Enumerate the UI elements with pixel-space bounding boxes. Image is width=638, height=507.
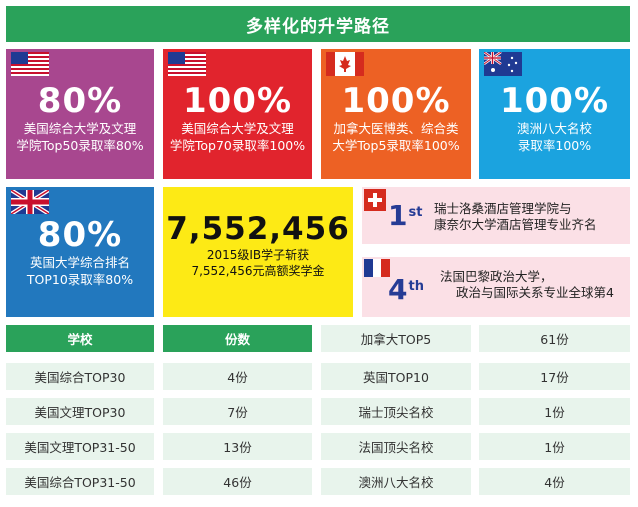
table-cell-school: 美国文理TOP30 [6,398,154,425]
table-cell-school: 美国综合TOP31-50 [6,468,154,495]
stat-card-us-100: 100% 美国综合大学及文理 学院Top70录取率100% [163,49,312,179]
table-cell-count: 1份 [479,433,630,460]
rank-number: 4 [388,273,408,306]
table-cell-count: 17份 [479,363,630,390]
table-cell-count: 4份 [163,363,312,390]
ranking-line1: 瑞士洛桑酒店管理学院与 [434,201,572,216]
table-cell-count: 61份 [479,325,630,352]
ranking-line2: 政治与国际关系专业全球第4 [456,285,614,300]
france-flag-icon [364,259,390,277]
stat-line1: 澳洲八大名校 [516,121,592,136]
table-cell-count: 46份 [163,468,312,495]
australia-flag-icon [484,52,522,76]
table-cell-count: 13份 [163,433,312,460]
ranking-line1: 法国巴黎政治大学， [440,269,553,284]
stat-card-us-80: 80% 美国综合大学及文理 学院Top50录取率80% [6,49,154,179]
table-cell-school: 瑞士顶尖名校 [321,398,471,425]
stat-card-uk: 80% 英国大学综合排名 TOP10录取率80% [6,187,154,317]
table-header-count: 份数 [163,325,312,352]
stat-value: 100% [341,81,451,121]
scholarship-line2: 7,552,456元高额奖学金 [191,264,325,278]
rank-label: 4th [388,275,424,305]
us-flag-icon [11,52,49,76]
rank-suffix: st [408,205,423,220]
rank-number: 1 [388,199,408,232]
page-banner: 多样化的升学路径 [6,6,630,42]
banner-title: 多样化的升学路径 [246,16,390,37]
table-cell-school: 英国TOP10 [321,363,471,390]
table-cell-school: 澳洲八大名校 [321,468,471,495]
table-header-school: 学校 [6,325,154,352]
stat-value: 100% [182,81,293,121]
scholarship-card: 7,552,456 2015级IB学子斩获 7,552,456元高额奖学金 [163,187,353,317]
stat-line2: 学院Top70录取率100% [169,138,306,153]
scholarship-value: 7,552,456 [166,211,350,247]
us-flag-icon [168,52,206,76]
stat-line1: 美国综合大学及文理 [181,121,294,136]
ranking-line2: 康奈尔大学酒店管理专业齐名 [434,217,597,232]
stat-value: 80% [37,215,123,255]
stat-value: 80% [37,81,123,121]
switzerland-flag-icon [364,189,386,211]
rank-label: 1st [388,201,422,231]
table-cell-school: 美国综合TOP30 [6,363,154,390]
stat-line2: 大学Top5录取率100% [332,138,460,153]
ranking-panel-switzerland: 1st 瑞士洛桑酒店管理学院与 康奈尔大学酒店管理专业齐名 [362,187,630,244]
ranking-text: 法国巴黎政治大学， 政治与国际关系专业全球第4 [440,269,614,301]
table-cell-school: 加拿大TOP5 [321,325,471,352]
stat-line1: 英国大学综合排名 [29,255,130,270]
stat-line2: 录取率100% [517,138,592,153]
table-cell-count: 4份 [479,468,630,495]
uk-flag-icon [11,190,49,214]
stat-card-canada: 100% 加拿大医博类、综合类 大学Top5录取率100% [321,49,471,179]
table-cell-count: 1份 [479,398,630,425]
stat-line2: 学院Top50录取率80% [16,138,144,153]
ranking-panel-france: 4th 法国巴黎政治大学， 政治与国际关系专业全球第4 [362,257,630,317]
ranking-text: 瑞士洛桑酒店管理学院与 康奈尔大学酒店管理专业齐名 [434,201,597,233]
table-cell-count: 7份 [163,398,312,425]
stat-card-australia: 100% 澳洲八大名校 录取率100% [479,49,630,179]
stat-line1: 美国综合大学及文理 [23,121,137,136]
rank-suffix: th [408,279,424,294]
scholarship-line1: 2015级IB学子斩获 [206,248,310,262]
stat-line1: 加拿大医博类、综合类 [333,121,459,136]
table-cell-school: 美国文理TOP31-50 [6,433,154,460]
stat-value: 100% [499,81,610,121]
canada-flag-icon [326,52,364,76]
stat-line2: TOP10录取率80% [26,272,134,287]
table-cell-school: 法国顶尖名校 [321,433,471,460]
